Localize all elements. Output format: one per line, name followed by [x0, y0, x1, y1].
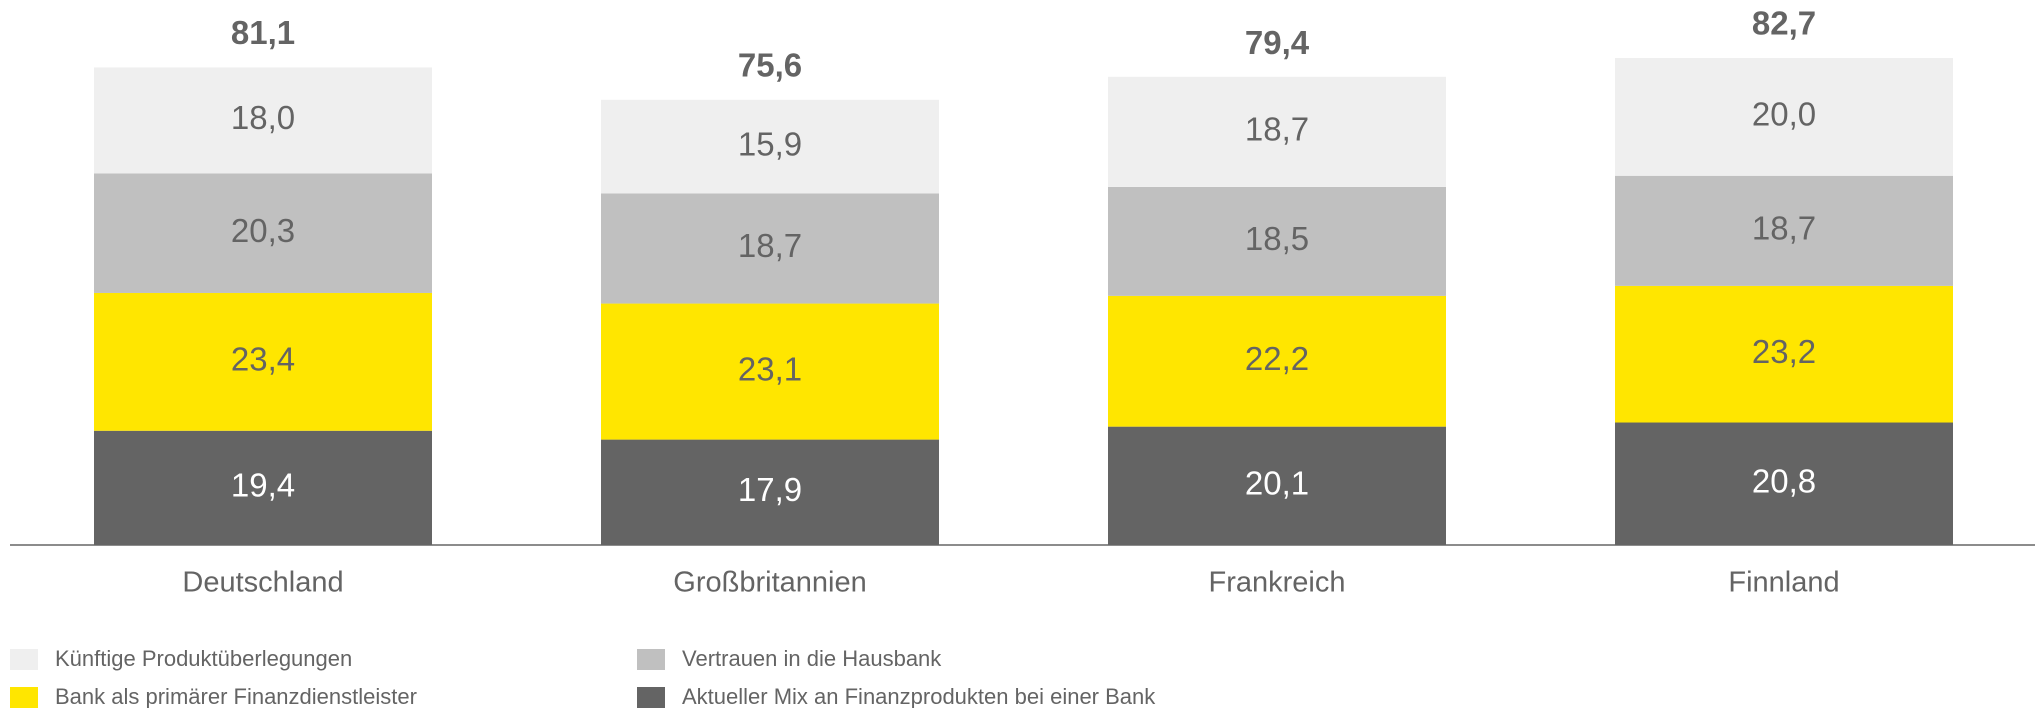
legend-swatch — [637, 649, 665, 670]
value-label: 23,1 — [738, 350, 802, 387]
bar-segment — [94, 67, 432, 174]
value-label: 19,4 — [231, 467, 295, 504]
value-label: 17,9 — [738, 471, 802, 508]
bar-segment — [94, 292, 432, 431]
bar-segment — [1108, 76, 1446, 187]
bar-segment — [601, 303, 939, 440]
legend-label: Vertrauen in die Hausbank — [682, 646, 942, 671]
total-label: 75,6 — [738, 47, 802, 84]
value-label: 18,7 — [1752, 210, 1816, 247]
x-tick-label: Deutschland — [182, 567, 343, 599]
bar-segment — [94, 430, 432, 545]
total-label: 82,7 — [1752, 5, 1816, 42]
legend-swatch — [637, 687, 665, 708]
value-label: 18,7 — [1245, 111, 1309, 148]
legend-swatch — [10, 649, 38, 670]
bar-segment — [1615, 58, 1953, 176]
bar-segment — [601, 99, 939, 194]
value-label: 23,4 — [231, 341, 295, 378]
value-label: 20,8 — [1752, 462, 1816, 499]
legend-label: Aktueller Mix an Finanzprodukten bei ein… — [682, 684, 1156, 708]
value-label: 18,0 — [231, 99, 295, 136]
value-label: 15,9 — [738, 125, 802, 162]
total-label: 81,1 — [231, 14, 295, 51]
value-label: 23,2 — [1752, 333, 1816, 370]
bar-segment — [1615, 175, 1953, 286]
value-label: 18,7 — [738, 227, 802, 264]
value-label: 20,0 — [1752, 96, 1816, 133]
value-label: 22,2 — [1245, 340, 1309, 377]
bar-segment — [1615, 285, 1953, 423]
x-tick-label: Finnland — [1728, 567, 1839, 599]
bar-segment — [1108, 426, 1446, 545]
value-label: 20,1 — [1245, 465, 1309, 502]
value-label: 20,3 — [231, 212, 295, 249]
bar-segment — [1108, 295, 1446, 427]
bar-segment — [94, 173, 432, 293]
x-tick-label: Großbritannien — [673, 567, 866, 599]
legend-label: Künftige Produktüberlegungen — [55, 646, 352, 671]
legend-label: Bank als primärer Finanzdienstleister — [55, 684, 417, 708]
bar-segment — [1615, 422, 1953, 545]
x-tick-label: Frankreich — [1209, 567, 1346, 599]
bar-segment — [601, 193, 939, 304]
value-label: 18,5 — [1245, 220, 1309, 257]
bar-segment — [601, 439, 939, 545]
legend-swatch — [10, 687, 38, 708]
bar-segment — [1108, 186, 1446, 296]
total-label: 79,4 — [1245, 24, 1310, 61]
